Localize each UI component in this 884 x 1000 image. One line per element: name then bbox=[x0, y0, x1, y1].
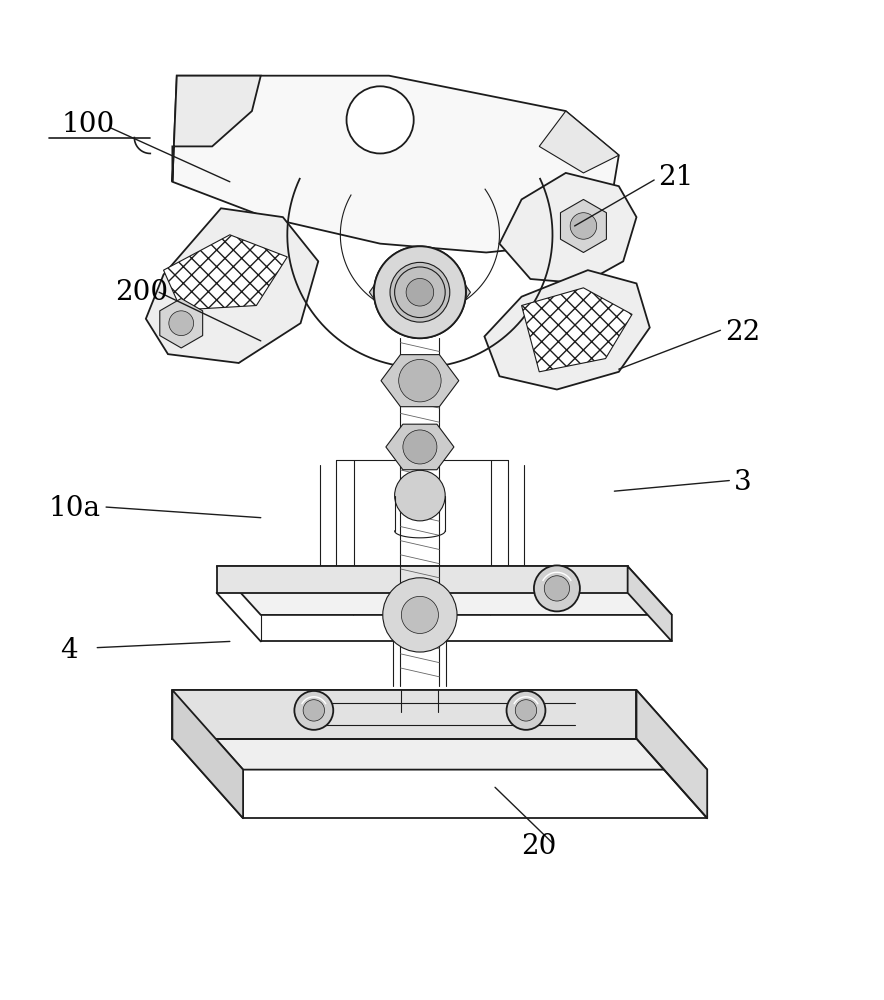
Circle shape bbox=[374, 246, 466, 338]
Polygon shape bbox=[172, 690, 636, 739]
Polygon shape bbox=[636, 690, 707, 818]
Text: 21: 21 bbox=[659, 164, 694, 191]
Circle shape bbox=[394, 267, 446, 318]
Circle shape bbox=[390, 262, 450, 322]
Polygon shape bbox=[484, 270, 650, 389]
Text: 3: 3 bbox=[734, 469, 751, 496]
Circle shape bbox=[401, 596, 438, 633]
Polygon shape bbox=[560, 199, 606, 252]
Polygon shape bbox=[172, 76, 619, 252]
Circle shape bbox=[515, 700, 537, 721]
Text: 22: 22 bbox=[725, 319, 760, 346]
Polygon shape bbox=[370, 256, 470, 328]
Text: 20: 20 bbox=[522, 833, 557, 860]
Circle shape bbox=[294, 691, 333, 730]
Circle shape bbox=[394, 470, 446, 521]
Polygon shape bbox=[172, 690, 707, 770]
Polygon shape bbox=[164, 235, 287, 310]
Polygon shape bbox=[160, 298, 202, 348]
Circle shape bbox=[374, 246, 466, 338]
Polygon shape bbox=[522, 288, 632, 372]
Polygon shape bbox=[172, 76, 261, 182]
Polygon shape bbox=[385, 424, 454, 470]
Text: 100: 100 bbox=[62, 111, 115, 138]
Circle shape bbox=[570, 213, 597, 239]
Circle shape bbox=[534, 565, 580, 611]
Text: 10a: 10a bbox=[49, 495, 101, 522]
Polygon shape bbox=[499, 173, 636, 283]
Circle shape bbox=[403, 430, 437, 464]
Text: 200: 200 bbox=[115, 279, 168, 306]
Polygon shape bbox=[146, 208, 318, 363]
Polygon shape bbox=[381, 355, 459, 407]
Circle shape bbox=[303, 700, 324, 721]
Polygon shape bbox=[628, 566, 672, 641]
Polygon shape bbox=[217, 566, 628, 593]
Circle shape bbox=[347, 86, 414, 153]
Text: 4: 4 bbox=[60, 637, 78, 664]
Circle shape bbox=[545, 576, 569, 601]
Circle shape bbox=[169, 311, 194, 336]
Polygon shape bbox=[217, 566, 672, 615]
Polygon shape bbox=[172, 690, 243, 818]
Circle shape bbox=[507, 691, 545, 730]
Circle shape bbox=[383, 578, 457, 652]
Circle shape bbox=[406, 278, 434, 306]
Circle shape bbox=[399, 359, 441, 402]
Polygon shape bbox=[539, 111, 619, 173]
